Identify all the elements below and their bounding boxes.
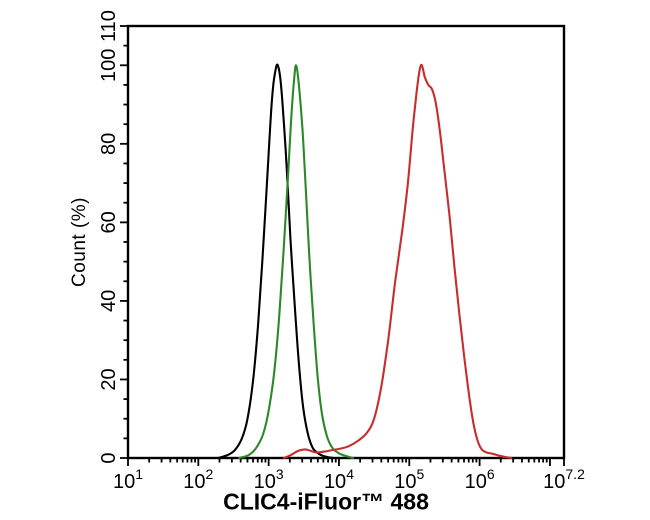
red-curve	[283, 63, 513, 460]
plot-border	[126, 24, 566, 460]
y-tick-label: 100	[98, 49, 120, 82]
x-axis-title: CLIC4-iFluor™ 488	[223, 488, 429, 515]
y-tick-label: 60	[98, 211, 120, 233]
x-tick-label: 105	[394, 466, 424, 493]
green-curve	[238, 64, 355, 460]
y-tick-label: 40	[98, 290, 120, 312]
y-axis-title: Count (%)	[69, 196, 90, 288]
y-tick-label: 20	[98, 368, 120, 390]
x-tick-label: 102	[183, 466, 213, 493]
y-tick-label: 80	[98, 133, 120, 155]
x-tick-label: 103	[254, 466, 284, 493]
x-tick-label: 101	[113, 466, 143, 493]
x-tick-label: 106	[465, 466, 495, 493]
y-tick-label: 0	[98, 452, 120, 463]
black-curve	[216, 63, 335, 460]
x-tick-label: 107.2	[543, 466, 585, 493]
x-tick-label: 104	[324, 466, 354, 493]
y-tick-label: 110	[98, 10, 120, 42]
